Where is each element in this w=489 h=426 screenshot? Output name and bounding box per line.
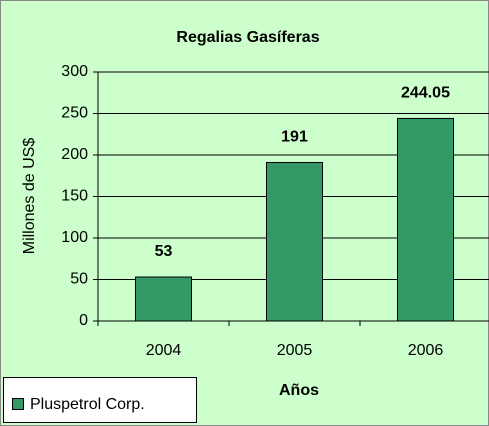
y-tick-label: 100	[61, 229, 88, 246]
y-axis-label: Millones de US$	[21, 138, 38, 255]
chart-title: Regalias Gasíferas	[176, 29, 319, 46]
y-tick-label: 200	[61, 146, 88, 163]
bar	[135, 276, 192, 322]
data-label: 191	[281, 129, 308, 146]
bar	[397, 117, 454, 322]
y-tick-label: 50	[70, 271, 88, 288]
y-tick-label: 0	[79, 312, 88, 329]
legend-label: Pluspetrol Corp.	[30, 396, 145, 413]
data-label: 53	[155, 243, 173, 260]
legend-box	[3, 377, 197, 423]
bar	[266, 161, 323, 322]
x-tick-label: 2004	[146, 342, 182, 359]
y-tick-label: 300	[61, 63, 88, 80]
y-tick-label: 250	[61, 105, 88, 122]
x-tick-label: 2005	[277, 342, 313, 359]
x-tick-label: 2006	[408, 342, 444, 359]
data-label: 244.05	[401, 85, 450, 102]
legend-swatch	[12, 398, 24, 410]
y-tick-label: 150	[61, 188, 88, 205]
x-axis-label: Años	[279, 382, 319, 399]
